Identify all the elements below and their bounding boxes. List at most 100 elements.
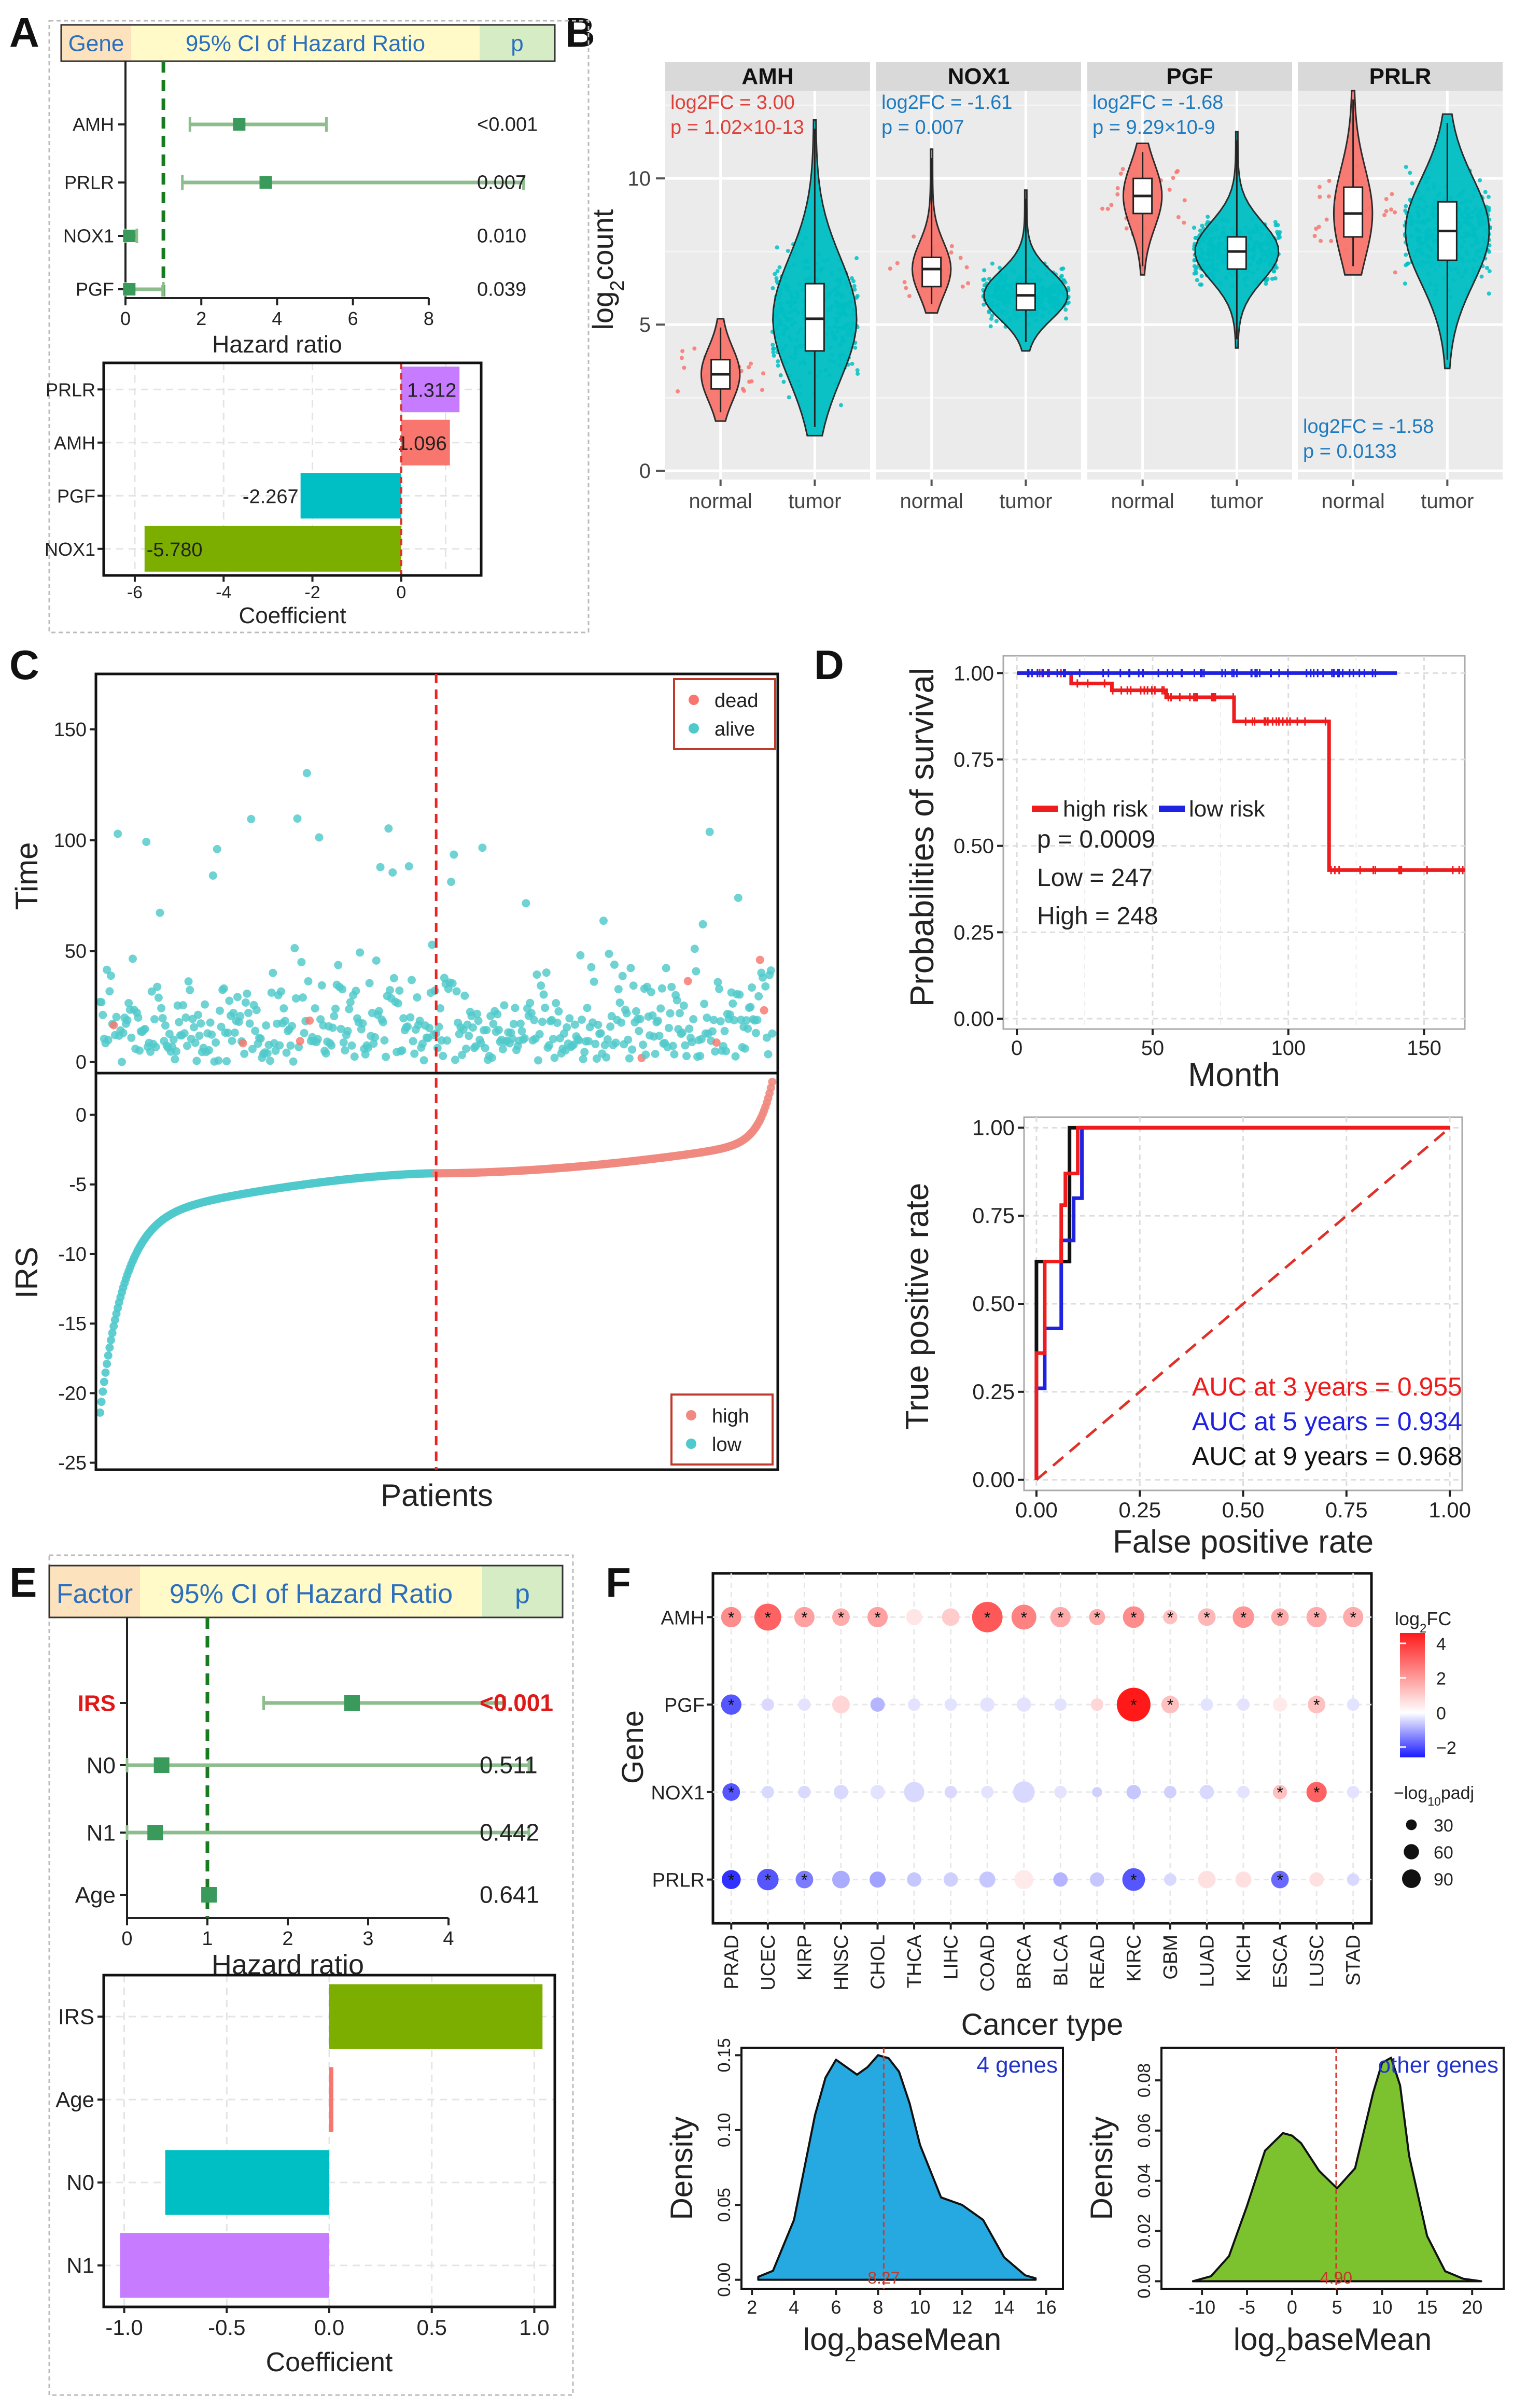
dot-marker (943, 1872, 958, 1887)
violin-x-label: normal (1111, 490, 1174, 513)
dot-x-label: HNSC (831, 1935, 852, 1991)
survival-time-point (478, 843, 487, 852)
survival-time-point (217, 1022, 226, 1031)
violin-y-tick-label: 10 (628, 167, 651, 190)
survival-time-point (583, 1004, 592, 1012)
violin-jitter-point (1324, 217, 1329, 222)
survival-time-point (117, 1058, 126, 1066)
coef-x-tick-label: 1.0 (519, 2315, 549, 2340)
F_density2: 4.90 other genes -10 -5 0 5 10 15 20 0.00 0.02 0.04… (1084, 2047, 1505, 2366)
forest-x-tick-label: 2 (196, 308, 206, 329)
survival-time-point (594, 1020, 603, 1029)
forest-row-label: NOX1 (63, 226, 114, 247)
violin-jitter-point (776, 359, 780, 364)
irs-y-tick-label: -10 (58, 1244, 87, 1265)
violin-jitter-point (1265, 276, 1270, 281)
dot-y-label: PGF (664, 1695, 705, 1716)
density-y-tick-label: 0.00 (1134, 2264, 1154, 2298)
E_forest: Factor 95% CI of Hazard Ratio p0 1 2 3 4Hazard… (48, 1565, 564, 1980)
violin-jitter-point (990, 313, 994, 318)
survival-time-point (356, 948, 365, 957)
survival-time-point (304, 977, 313, 985)
survival-time-point (625, 1054, 634, 1063)
survival-time-point (151, 1043, 160, 1051)
violin-x-label: tumor (1421, 490, 1474, 513)
survival-time-point (565, 1014, 574, 1023)
violin-jitter-point (852, 287, 857, 292)
density-x-tick-label: 14 (994, 2297, 1015, 2318)
coef-x-tick-label: 0.0 (314, 2315, 344, 2340)
dot-y-label: AMH (661, 1607, 705, 1629)
violin-jitter-point (1273, 223, 1278, 228)
survival-time-point (759, 973, 767, 982)
density-x-tick-label: 2 (747, 2297, 757, 2318)
survival-time-point (651, 1049, 660, 1058)
scatter-legend-box (670, 1393, 774, 1466)
risk-score-point (106, 1336, 115, 1345)
violin-log2fc: log2FC = -1.61 (881, 92, 1012, 114)
survival-time-point (281, 1017, 289, 1025)
density-y-tick-label: 0.10 (715, 2113, 734, 2147)
forest-x-tick-label: 0 (120, 308, 131, 329)
survival-time-point (460, 991, 469, 1000)
coef-bar (401, 367, 460, 413)
violin-y-label: log2count (586, 209, 628, 330)
survival-time-point (262, 1021, 271, 1030)
survival-time-point (398, 1046, 407, 1055)
dot-x-label: READ (1087, 1935, 1109, 1990)
survival-time-point (321, 1049, 330, 1058)
density-x-tick-label: 6 (831, 2297, 841, 2318)
survival-time-point (175, 1018, 184, 1026)
survival-time-point (764, 1050, 773, 1059)
survival-time-point (157, 1004, 166, 1012)
violin-jitter-point (1192, 271, 1197, 276)
dot-x-label: LUAD (1197, 1935, 1218, 1987)
time-y-tick-label: 100 (54, 830, 87, 852)
violin-jitter-point (781, 379, 786, 384)
violin-jitter-point (856, 371, 860, 376)
violin-jitter-point (1408, 171, 1412, 175)
dot-marker (1306, 1782, 1327, 1803)
km-x-label: Month (1188, 1056, 1280, 1093)
density-marker-label: 4.90 (1320, 2269, 1352, 2287)
violin-jitter-point (990, 261, 994, 266)
survival-time-point (615, 998, 624, 1007)
density-x-tick-label: -10 (1188, 2297, 1215, 2318)
violin-jitter-point (692, 346, 697, 351)
violin-jitter-point (773, 272, 777, 276)
irs-y-tick-label: 0 (76, 1105, 87, 1126)
km-stat-text: p = 0.0009 (1037, 826, 1155, 853)
coef-x-tick-label: 0.5 (417, 2315, 447, 2340)
forest-x-tick-label: 2 (282, 1928, 293, 1950)
violin-jitter-point (1404, 263, 1408, 267)
coef-bar (329, 1984, 543, 2049)
survival-time-point (666, 1009, 675, 1018)
density-series-label: other genes (1378, 2052, 1498, 2078)
violin-jitter-point (1479, 274, 1484, 279)
survival-time-point (681, 1041, 690, 1050)
panel-letter-C: C (9, 642, 39, 688)
density-marker-label: 8.27 (867, 2269, 900, 2287)
survival-time-point (379, 1018, 387, 1026)
violin-jitter-point (1404, 204, 1408, 208)
violin-jitter-point (1062, 278, 1067, 283)
density-x-tick-label: 8 (873, 2297, 883, 2318)
violin-jitter-point (1206, 215, 1210, 219)
dot-marker (1011, 1604, 1036, 1630)
survival-time-point (622, 1009, 631, 1018)
km-curve-high-risk (1017, 671, 1465, 872)
coef-bar (120, 2233, 330, 2298)
violin-x-label: tumor (788, 490, 841, 513)
density-x-tick-label: 20 (1462, 2297, 1482, 2318)
forest-header-p-cell (480, 25, 555, 61)
survival-time-point (317, 981, 326, 990)
survival-time-point (498, 1045, 507, 1053)
survival-time-point (404, 862, 413, 871)
survival-time-point (372, 956, 381, 965)
forest-header-factor-cell (49, 1566, 140, 1617)
roc-x-tick-label: 0.75 (1325, 1498, 1368, 1522)
violin-jitter-point (964, 265, 969, 270)
dot-x-label: BRCA (1014, 1934, 1035, 1989)
scatter-legend-key (689, 695, 699, 705)
dot-marker (832, 1696, 850, 1714)
